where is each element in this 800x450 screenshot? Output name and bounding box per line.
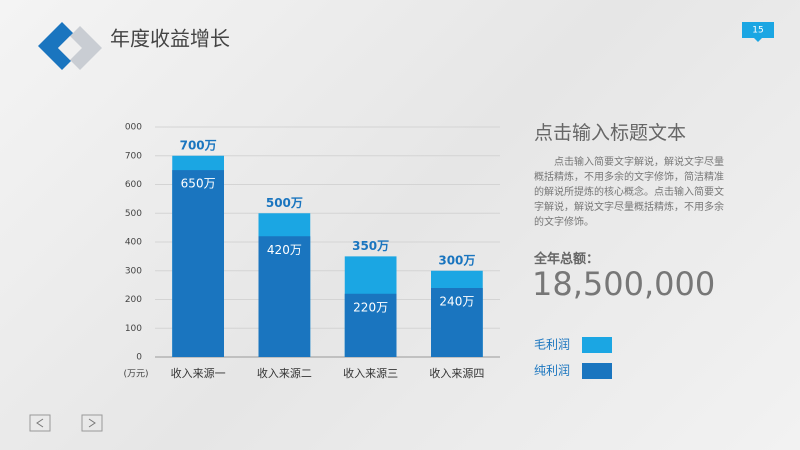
y-tick-label: 600 (125, 180, 142, 190)
next-button[interactable] (81, 414, 103, 432)
panel-title: 点击输入标题文本 (534, 122, 687, 144)
value-label: 300万 (438, 253, 475, 267)
y-tick-label: 500 (125, 209, 142, 219)
bar (172, 170, 224, 357)
value-label: 420万 (267, 243, 302, 257)
bar (344, 293, 397, 357)
legend-label: 毛利润 (534, 338, 570, 352)
prev-arrow (36, 418, 44, 428)
x-tick-label: 收入来源一 (171, 366, 226, 380)
y-unit: (万元) (123, 370, 148, 380)
page-badge (742, 22, 774, 42)
value-label: 350万 (352, 239, 389, 253)
y-tick-label: 300 (125, 266, 142, 276)
next-arrow (88, 418, 96, 428)
x-tick-label: 收入来源四 (429, 366, 484, 380)
bar (431, 288, 483, 357)
total-value: 18,500,000 (532, 265, 716, 303)
y-tick-label: 400 (125, 238, 142, 248)
legend-swatch (582, 337, 612, 353)
y-tick-label: 000 (125, 123, 142, 133)
y-tick-label: 100 (125, 324, 142, 334)
value-label: 220万 (353, 300, 388, 314)
value-label: 700万 (180, 138, 217, 152)
x-tick-label: 收入来源二 (257, 366, 312, 380)
y-tick-label: 0 (136, 353, 142, 363)
value-label: 240万 (439, 295, 474, 309)
value-label: 500万 (266, 196, 303, 210)
prev-button[interactable] (29, 414, 51, 432)
legend-swatch (582, 363, 612, 379)
legend-label: 纯利润 (534, 364, 570, 378)
slide-title: 年度收益增长 (110, 27, 230, 51)
logo (38, 22, 102, 70)
total-label: 全年总额： (534, 252, 600, 267)
y-tick-label: 700 (125, 151, 142, 161)
page-number: 15 (752, 26, 763, 36)
x-tick-label: 收入来源三 (343, 366, 398, 380)
value-label: 650万 (181, 177, 216, 191)
panel-body: 点击输入简要文字解说，解说文字尽量概括精炼，不用多余的文字修饰，简洁精准的解说所… (534, 157, 724, 228)
y-tick-label: 200 (125, 295, 142, 305)
bar (258, 236, 311, 357)
